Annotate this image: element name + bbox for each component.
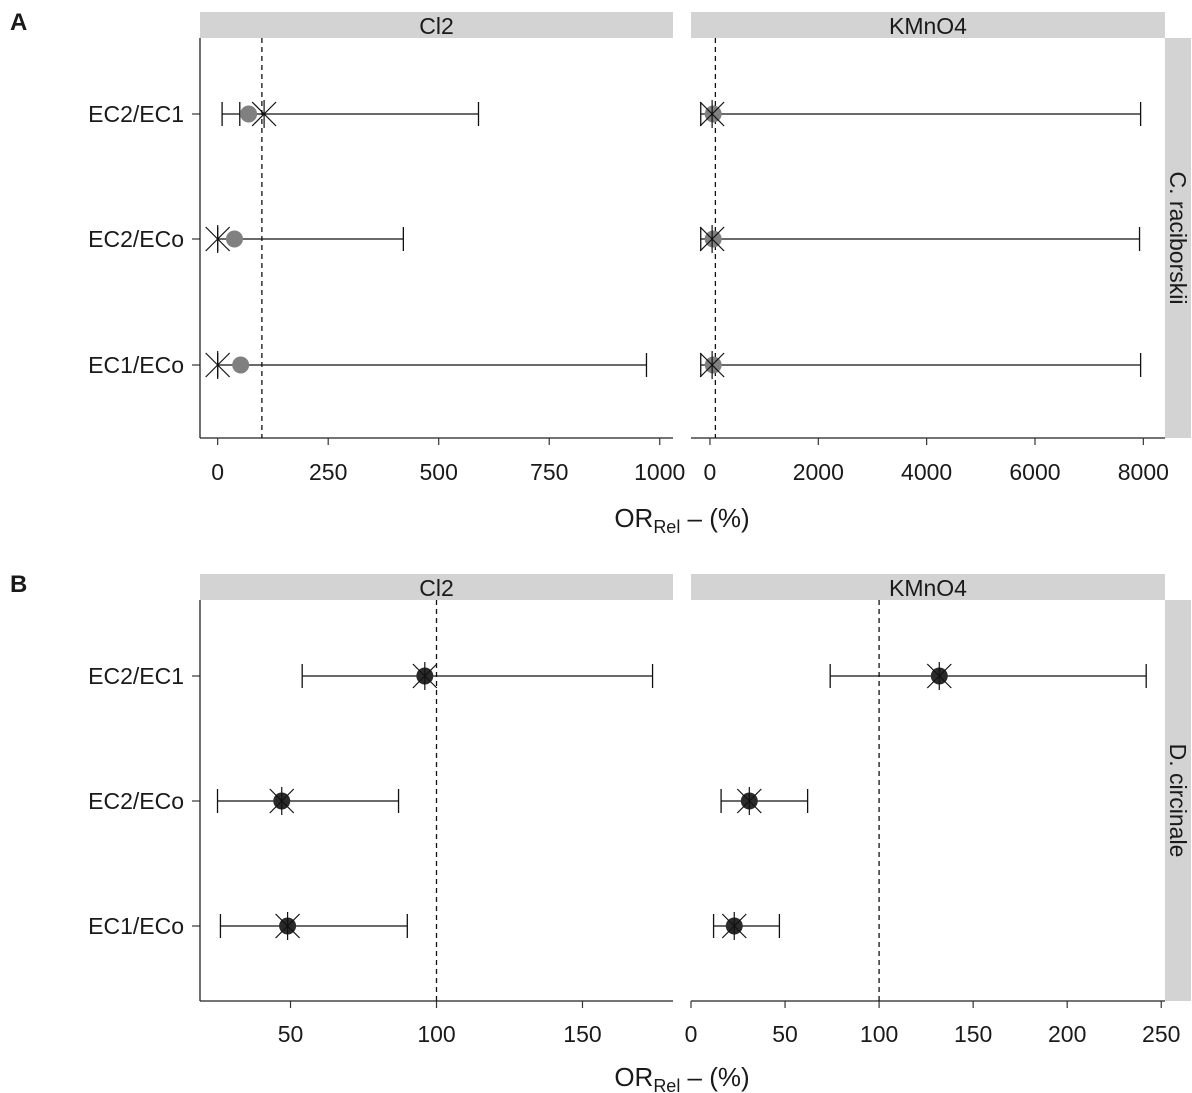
facet-strip-label: KMnO4: [889, 13, 967, 39]
estimate-point: [240, 105, 258, 123]
category-label: EC2/ECo: [88, 226, 184, 252]
x-axis-title: ORRel – (%): [614, 503, 749, 537]
category-label: EC1/ECo: [88, 913, 184, 939]
facet-strip-label: Cl2: [419, 575, 454, 601]
facet-strip: [200, 12, 673, 38]
facet-Cl2: Cl2 50 100 150: [199, 574, 673, 1047]
estimate-point: [232, 356, 250, 374]
x-axis-title: ORRel – (%): [614, 1062, 749, 1093]
facet-strip-label: Cl2: [419, 13, 454, 39]
row-strip-label: D. circinale: [1165, 744, 1191, 858]
facet-strip-label: KMnO4: [889, 575, 967, 601]
x-tick-label: 6000: [1009, 459, 1060, 485]
x-tick-label: 1000: [634, 459, 685, 485]
x-tick-label: 100: [417, 1021, 455, 1047]
facet-Cl2: Cl2 0 250 500 750 1000: [199, 12, 685, 485]
x-tick-label: 200: [1048, 1021, 1086, 1047]
panel-A: A EC2/EC1 EC2/ECo EC1/ECo C. raciborskii Cl2 0…: [10, 9, 1191, 537]
x-tick-label: 750: [530, 459, 568, 485]
x-tick-label: 4000: [901, 459, 952, 485]
facet-KMnO4: KMnO4 0 2000 4000 6000 8000: [691, 12, 1169, 485]
panel-letter: A: [10, 9, 27, 36]
facet-KMnO4: KMnO4 0 50 100 150 200 250: [685, 574, 1180, 1047]
x-tick-label: 0: [685, 1021, 698, 1047]
estimate-point: [704, 356, 722, 374]
category-label: EC2/EC1: [88, 663, 184, 689]
x-tick-label: 250: [309, 459, 347, 485]
x-tick-label: 8000: [1118, 459, 1169, 485]
facet-strip: [691, 574, 1165, 600]
x-tick-label: 250: [1142, 1021, 1180, 1047]
panel-letter: B: [10, 571, 27, 598]
category-label: EC2/ECo: [88, 788, 184, 814]
estimate-point: [704, 105, 722, 123]
category-label: EC2/EC1: [88, 101, 184, 127]
facet-strip: [200, 574, 673, 600]
x-tick-label: 0: [211, 459, 224, 485]
facet-strip: [691, 12, 1165, 38]
x-tick-label: 500: [420, 459, 458, 485]
x-tick-label: 150: [954, 1021, 992, 1047]
x-tick-label: 150: [563, 1021, 601, 1047]
x-tick-label: 50: [772, 1021, 798, 1047]
x-tick-label: 100: [860, 1021, 898, 1047]
row-strip: [1165, 600, 1191, 1001]
panel-B: B EC2/EC1 EC2/ECo EC1/ECo D. circinale Cl2 50 1…: [10, 571, 1191, 1093]
x-tick-label: 50: [278, 1021, 304, 1047]
estimate-point: [225, 230, 243, 248]
category-label: EC1/ECo: [88, 352, 184, 378]
x-tick-label: 2000: [793, 459, 844, 485]
row-strip-label: C. raciborskii: [1165, 172, 1191, 305]
x-tick-label: 0: [704, 459, 717, 485]
estimate-point: [704, 230, 722, 248]
row-strip: [1165, 38, 1191, 438]
